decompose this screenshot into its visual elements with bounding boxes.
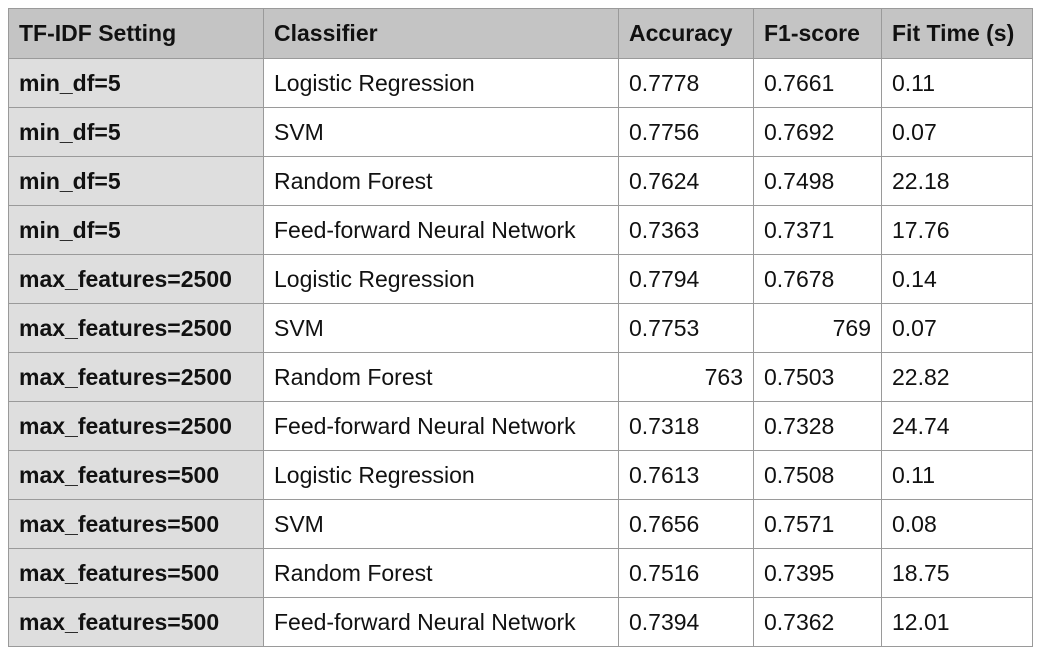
cell-f1-score: 0.7692 <box>753 107 882 157</box>
header-tfidf-setting: TF-IDF Setting <box>8 8 264 59</box>
table-header: TF-IDF Setting Classifier Accuracy F1-sc… <box>8 8 1033 59</box>
cell-classifier: Logistic Regression <box>263 254 619 304</box>
cell-classifier: Feed-forward Neural Network <box>263 597 619 647</box>
cell-f1-score: 769 <box>753 303 882 353</box>
cell-setting: min_df=5 <box>8 205 264 255</box>
cell-fit-time: 0.07 <box>881 107 1033 157</box>
cell-f1-score: 0.7678 <box>753 254 882 304</box>
cell-f1-score: 0.7661 <box>753 58 882 108</box>
cell-setting: min_df=5 <box>8 58 264 108</box>
table-row: min_df=5 Random Forest 0.7624 0.7498 22.… <box>8 156 1033 206</box>
cell-classifier: Feed-forward Neural Network <box>263 205 619 255</box>
table-row: max_features=500 SVM 0.7656 0.7571 0.08 <box>8 499 1033 549</box>
cell-fit-time: 17.76 <box>881 205 1033 255</box>
table-row: max_features=500 Logistic Regression 0.7… <box>8 450 1033 500</box>
table-row: max_features=500 Feed-forward Neural Net… <box>8 597 1033 647</box>
cell-setting: max_features=2500 <box>8 254 264 304</box>
results-table-container: TF-IDF Setting Classifier Accuracy F1-sc… <box>8 8 1033 647</box>
cell-fit-time: 22.18 <box>881 156 1033 206</box>
header-row: TF-IDF Setting Classifier Accuracy F1-sc… <box>8 8 1033 59</box>
cell-accuracy: 0.7794 <box>618 254 754 304</box>
cell-accuracy: 0.7778 <box>618 58 754 108</box>
results-table: TF-IDF Setting Classifier Accuracy F1-sc… <box>8 8 1033 647</box>
cell-setting: min_df=5 <box>8 156 264 206</box>
cell-classifier: Random Forest <box>263 352 619 402</box>
cell-setting: max_features=500 <box>8 499 264 549</box>
cell-classifier: Random Forest <box>263 548 619 598</box>
cell-classifier: SVM <box>263 303 619 353</box>
table-row: min_df=5 Logistic Regression 0.7778 0.76… <box>8 58 1033 108</box>
cell-f1-score: 0.7395 <box>753 548 882 598</box>
table-row: min_df=5 Feed-forward Neural Network 0.7… <box>8 205 1033 255</box>
header-f1-score: F1-score <box>753 8 882 59</box>
table-body: min_df=5 Logistic Regression 0.7778 0.76… <box>8 58 1033 647</box>
cell-f1-score: 0.7498 <box>753 156 882 206</box>
header-accuracy: Accuracy <box>618 8 754 59</box>
cell-f1-score: 0.7328 <box>753 401 882 451</box>
cell-setting: max_features=2500 <box>8 352 264 402</box>
cell-fit-time: 18.75 <box>881 548 1033 598</box>
cell-classifier: Feed-forward Neural Network <box>263 401 619 451</box>
cell-f1-score: 0.7508 <box>753 450 882 500</box>
header-classifier: Classifier <box>263 8 619 59</box>
cell-fit-time: 12.01 <box>881 597 1033 647</box>
table-row: max_features=2500 Random Forest 763 0.75… <box>8 352 1033 402</box>
table-row: max_features=2500 SVM 0.7753 769 0.07 <box>8 303 1033 353</box>
cell-setting: max_features=2500 <box>8 303 264 353</box>
header-fit-time: Fit Time (s) <box>881 8 1033 59</box>
cell-setting: max_features=500 <box>8 597 264 647</box>
cell-f1-score: 0.7362 <box>753 597 882 647</box>
cell-fit-time: 0.11 <box>881 58 1033 108</box>
cell-classifier: Logistic Regression <box>263 450 619 500</box>
table-row: max_features=2500 Feed-forward Neural Ne… <box>8 401 1033 451</box>
table-row: max_features=500 Random Forest 0.7516 0.… <box>8 548 1033 598</box>
table-row: max_features=2500 Logistic Regression 0.… <box>8 254 1033 304</box>
cell-accuracy: 0.7363 <box>618 205 754 255</box>
cell-f1-score: 0.7571 <box>753 499 882 549</box>
cell-setting: max_features=500 <box>8 548 264 598</box>
cell-fit-time: 22.82 <box>881 352 1033 402</box>
cell-accuracy: 0.7318 <box>618 401 754 451</box>
cell-accuracy: 0.7394 <box>618 597 754 647</box>
cell-accuracy: 0.7756 <box>618 107 754 157</box>
cell-accuracy: 0.7753 <box>618 303 754 353</box>
cell-accuracy: 0.7516 <box>618 548 754 598</box>
cell-classifier: Logistic Regression <box>263 58 619 108</box>
cell-fit-time: 24.74 <box>881 401 1033 451</box>
cell-accuracy: 0.7656 <box>618 499 754 549</box>
cell-fit-time: 0.14 <box>881 254 1033 304</box>
cell-classifier: Random Forest <box>263 156 619 206</box>
cell-setting: min_df=5 <box>8 107 264 157</box>
cell-classifier: SVM <box>263 107 619 157</box>
cell-accuracy: 0.7613 <box>618 450 754 500</box>
table-row: min_df=5 SVM 0.7756 0.7692 0.07 <box>8 107 1033 157</box>
cell-classifier: SVM <box>263 499 619 549</box>
cell-accuracy: 763 <box>618 352 754 402</box>
cell-f1-score: 0.7503 <box>753 352 882 402</box>
cell-setting: max_features=2500 <box>8 401 264 451</box>
cell-setting: max_features=500 <box>8 450 264 500</box>
cell-fit-time: 0.08 <box>881 499 1033 549</box>
cell-f1-score: 0.7371 <box>753 205 882 255</box>
cell-fit-time: 0.07 <box>881 303 1033 353</box>
cell-fit-time: 0.11 <box>881 450 1033 500</box>
cell-accuracy: 0.7624 <box>618 156 754 206</box>
